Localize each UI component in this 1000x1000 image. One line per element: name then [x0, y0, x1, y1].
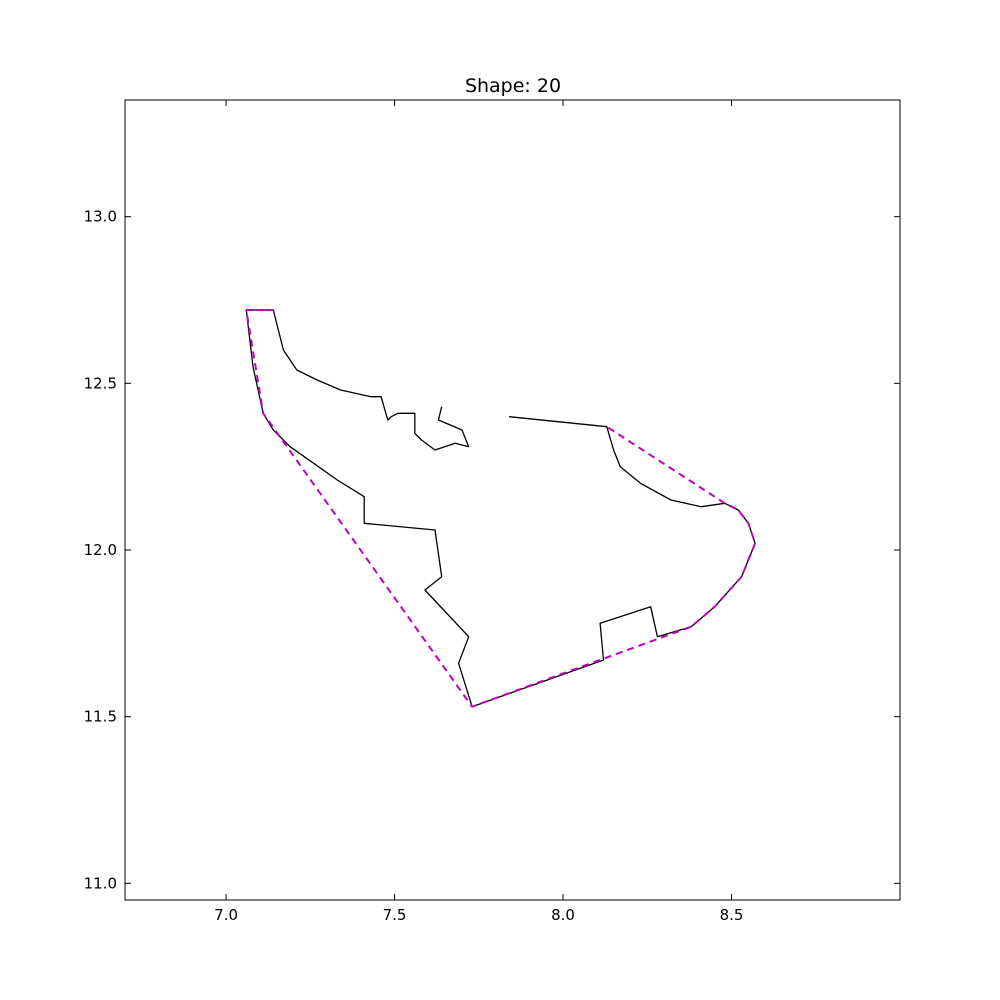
y-tick-label: 13.0 — [84, 208, 117, 226]
chart-title: Shape: 20 — [465, 75, 561, 97]
x-tick-label: 8.5 — [720, 906, 744, 924]
y-tick-label: 11.5 — [84, 708, 117, 726]
y-tick-label: 11.0 — [84, 874, 117, 892]
x-tick-label: 7.0 — [214, 906, 238, 924]
tick-layer: 7.0 7.5 8.0 8.5 11.0 11.5 12.0 12.5 13.0 — [84, 100, 900, 924]
x-tick-label: 8.0 — [551, 906, 575, 924]
shape-outline-line — [245, 309, 756, 708]
x-tick-label: 7.5 — [383, 906, 407, 924]
data-layer — [245, 309, 757, 708]
axes-frame — [124, 99, 901, 901]
y-tick-label: 12.5 — [84, 374, 117, 392]
dashed-hull-line — [245, 309, 757, 708]
y-tick-label: 12.0 — [84, 541, 117, 559]
